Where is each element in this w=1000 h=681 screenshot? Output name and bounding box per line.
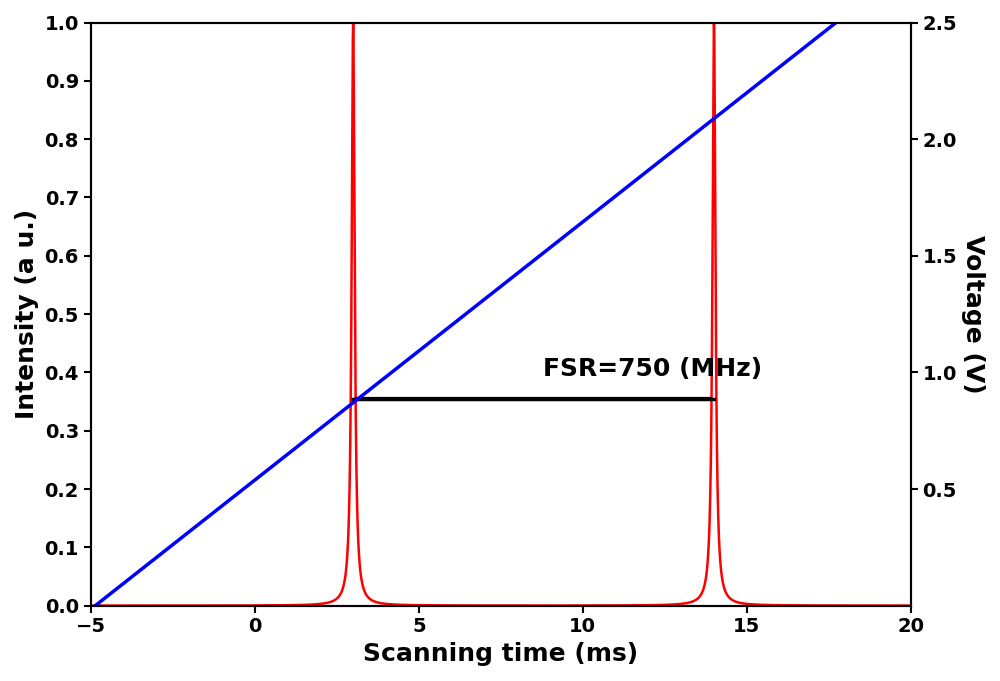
X-axis label: Scanning time (ms): Scanning time (ms) <box>363 642 638 666</box>
Text: FSR=750 (MHz): FSR=750 (MHz) <box>543 357 763 381</box>
Y-axis label: Voltage (V): Voltage (V) <box>961 235 985 394</box>
Y-axis label: Intensity (a u.): Intensity (a u.) <box>15 209 39 419</box>
